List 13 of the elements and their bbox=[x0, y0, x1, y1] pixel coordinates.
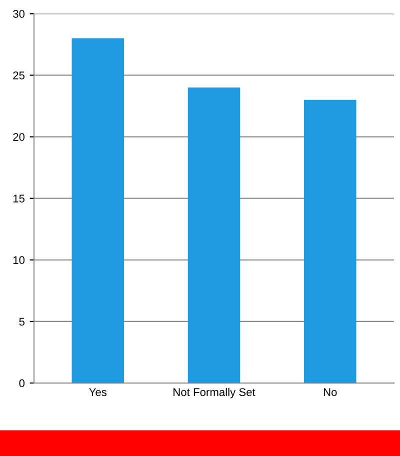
y-tick-label: 30 bbox=[13, 10, 25, 18]
bar bbox=[304, 100, 356, 384]
x-tick-label: Not Formally Set bbox=[174, 388, 256, 398]
y-tick-label: 0 bbox=[19, 379, 25, 388]
bar bbox=[188, 88, 240, 384]
y-tick-label: 15 bbox=[13, 194, 25, 202]
y-tick-label: 25 bbox=[13, 72, 25, 80]
x-tick-label: No bbox=[324, 388, 337, 396]
y-tick-label: 20 bbox=[13, 133, 25, 141]
y-tick-label: 10 bbox=[13, 256, 25, 264]
bar bbox=[72, 38, 124, 384]
y-tick-label: 5 bbox=[19, 318, 25, 326]
x-tick-label: Yes bbox=[89, 388, 107, 396]
